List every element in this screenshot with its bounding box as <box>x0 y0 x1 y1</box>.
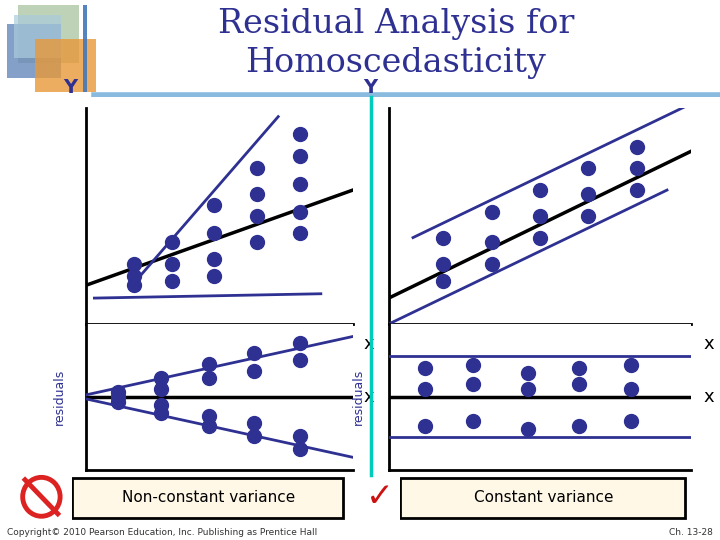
Point <box>294 432 305 441</box>
Text: Non-constant variance: Non-constant variance <box>122 490 295 505</box>
Bar <box>35 39 96 92</box>
Point <box>251 164 263 173</box>
Point <box>251 212 263 220</box>
Point <box>203 374 215 382</box>
Bar <box>7 24 61 78</box>
Point <box>294 179 305 188</box>
Point <box>625 360 636 369</box>
Text: residuals: residuals <box>352 369 365 425</box>
Point <box>419 363 431 372</box>
Point <box>522 425 534 434</box>
Point <box>522 384 534 393</box>
Point <box>156 374 167 382</box>
Text: ✓: ✓ <box>366 480 394 514</box>
Point <box>468 380 480 388</box>
Bar <box>83 5 87 92</box>
Point <box>203 411 215 420</box>
Point <box>294 339 305 347</box>
Text: Copyright© 2010 Pearson Education, Inc. Publishing as Prentice Hall: Copyright© 2010 Pearson Education, Inc. … <box>7 528 318 537</box>
Point <box>294 151 305 160</box>
Point <box>251 190 263 199</box>
Point <box>166 276 177 285</box>
Point <box>248 418 260 427</box>
Point <box>203 422 215 430</box>
Text: Ch. 13-28: Ch. 13-28 <box>669 528 713 537</box>
Point <box>582 190 594 199</box>
Text: Residual Analysis for: Residual Analysis for <box>218 8 574 40</box>
Point <box>582 212 594 220</box>
Point <box>438 276 449 285</box>
Text: x: x <box>703 335 714 353</box>
Point <box>248 367 260 375</box>
Point <box>156 401 167 409</box>
Point <box>574 422 585 430</box>
Point <box>112 387 124 396</box>
Point <box>294 356 305 365</box>
Point <box>209 272 220 281</box>
Point <box>486 238 498 246</box>
Point <box>129 281 140 289</box>
Point <box>625 417 636 426</box>
Point <box>522 368 534 377</box>
Point <box>534 233 546 242</box>
Text: x: x <box>703 388 714 406</box>
Point <box>209 201 220 210</box>
Point <box>534 186 546 194</box>
Point <box>251 238 263 246</box>
Point <box>631 143 642 151</box>
Point <box>468 417 480 426</box>
Point <box>166 238 177 246</box>
Text: x: x <box>364 335 374 353</box>
Point <box>574 363 585 372</box>
Point <box>582 164 594 173</box>
Point <box>486 259 498 268</box>
Text: Y: Y <box>364 78 378 97</box>
Text: x: x <box>364 388 374 406</box>
Point <box>112 393 124 401</box>
Point <box>294 130 305 138</box>
Point <box>156 408 167 417</box>
Text: Y: Y <box>63 78 78 97</box>
Bar <box>18 5 79 63</box>
Point <box>166 259 177 268</box>
Point <box>156 384 167 393</box>
Point <box>631 164 642 173</box>
Point <box>631 186 642 194</box>
Point <box>294 229 305 238</box>
Point <box>294 207 305 216</box>
Text: Constant variance: Constant variance <box>474 490 613 505</box>
Point <box>129 272 140 281</box>
Point <box>248 432 260 441</box>
Point <box>419 422 431 430</box>
Text: Homoscedasticity: Homoscedasticity <box>246 46 546 79</box>
Point <box>112 398 124 407</box>
Point <box>248 349 260 357</box>
Point <box>438 259 449 268</box>
Text: residuals: residuals <box>53 369 66 425</box>
Point <box>574 380 585 388</box>
Point <box>625 384 636 393</box>
Point <box>486 207 498 216</box>
Bar <box>14 15 61 58</box>
Point <box>129 259 140 268</box>
Point <box>209 255 220 264</box>
FancyBboxPatch shape <box>400 478 685 518</box>
Point <box>419 384 431 393</box>
Point <box>294 444 305 453</box>
Point <box>534 212 546 220</box>
FancyBboxPatch shape <box>72 478 343 518</box>
Point <box>468 360 480 369</box>
Point <box>203 359 215 368</box>
Point <box>438 233 449 242</box>
Point <box>209 229 220 238</box>
